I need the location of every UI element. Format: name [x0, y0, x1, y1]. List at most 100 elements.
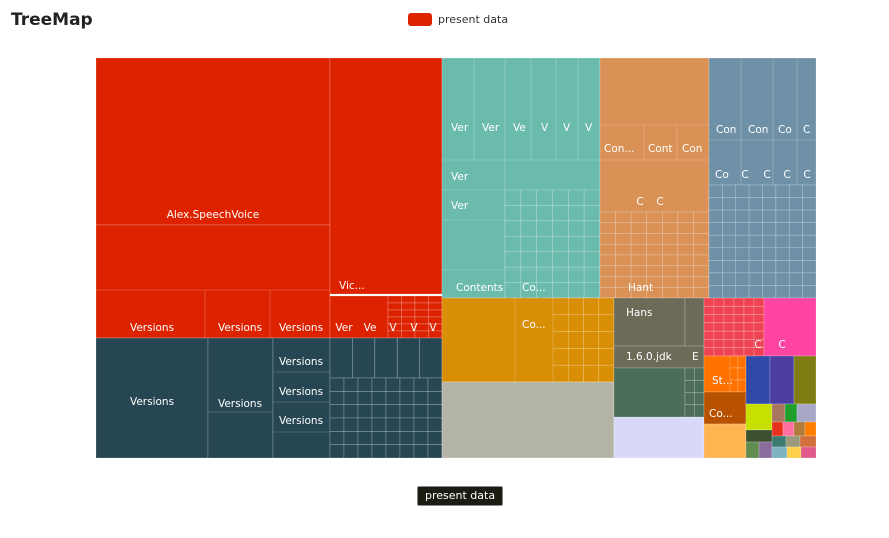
treemap-cell-teal[interactable] — [552, 205, 569, 222]
treemap-cell-pinkred[interactable] — [733, 330, 745, 340]
treemap-cell-orange[interactable] — [737, 367, 747, 381]
treemap-cell-steel[interactable] — [708, 222, 723, 236]
treemap-cell-tan[interactable] — [693, 265, 710, 277]
treemap-cell-teal[interactable] — [552, 266, 569, 283]
treemap-cell-teal[interactable] — [583, 251, 601, 268]
treemap-cell-steel[interactable] — [762, 197, 777, 211]
treemap-cell-slate[interactable] — [357, 417, 373, 432]
treemap-cell-olive[interactable] — [613, 297, 686, 347]
treemap-cell-pinkred[interactable] — [753, 322, 765, 332]
treemap-cell-misc[interactable] — [793, 421, 806, 437]
treemap-cell-teal[interactable] — [583, 282, 601, 299]
treemap-cell-slate[interactable] — [272, 337, 331, 459]
treemap-cell-tan[interactable] — [677, 233, 694, 245]
treemap-cell-steel[interactable] — [775, 209, 790, 223]
treemap-cell-steel[interactable] — [722, 247, 737, 261]
treemap-cell-tan[interactable] — [599, 286, 616, 299]
treemap-cell-amber[interactable] — [583, 297, 600, 316]
treemap-cell-misc[interactable] — [771, 446, 788, 459]
treemap-cell-slate[interactable] — [413, 391, 429, 405]
treemap-cell-tan[interactable] — [677, 222, 694, 234]
treemap-cell-pinkred[interactable] — [703, 305, 715, 315]
treemap-cell-pinkred[interactable] — [703, 347, 715, 357]
treemap-cell-steel[interactable] — [735, 209, 750, 223]
treemap-cell-orange[interactable] — [729, 355, 739, 369]
treemap-cell-misc[interactable] — [784, 403, 798, 423]
treemap-cell-steel[interactable] — [722, 184, 737, 198]
treemap-cell-tan[interactable] — [677, 286, 694, 299]
treemap-cell-misc[interactable] — [769, 355, 795, 405]
treemap-cell-amber[interactable] — [552, 331, 569, 349]
treemap-cell-steel[interactable] — [722, 272, 737, 286]
treemap-cell-slate[interactable] — [343, 431, 359, 445]
treemap-cell-teal[interactable] — [583, 220, 601, 237]
treemap-cell-slate[interactable] — [357, 444, 373, 459]
treemap-cell-teal[interactable] — [520, 189, 537, 206]
treemap-cell-steel[interactable] — [735, 272, 750, 286]
treemap-cell-steel[interactable] — [762, 209, 777, 223]
treemap-cell-slate[interactable] — [357, 391, 373, 405]
treemap-cell-steel[interactable] — [788, 197, 803, 211]
treemap-cell-slate[interactable] — [343, 444, 359, 459]
treemap-cell-steel[interactable] — [748, 247, 763, 261]
treemap-cell-tan[interactable] — [646, 222, 663, 234]
treemap-cell-teal[interactable] — [504, 266, 522, 283]
treemap-cell-slate[interactable] — [371, 444, 387, 459]
treemap-cell-forest[interactable] — [694, 392, 705, 406]
treemap-cell-amber[interactable] — [583, 331, 600, 349]
treemap-cell-teal[interactable] — [583, 189, 601, 206]
treemap-cell-red[interactable] — [428, 309, 443, 318]
treemap-cell-amber[interactable] — [583, 314, 600, 332]
treemap-cell-misc[interactable] — [745, 429, 773, 443]
treemap-cell-pinkred[interactable] — [723, 347, 735, 357]
treemap-cell-misc[interactable] — [771, 435, 787, 448]
treemap-cell-lavender[interactable] — [613, 416, 705, 459]
treemap-cell-slate[interactable] — [329, 377, 345, 392]
treemap-cell-slate[interactable] — [399, 404, 415, 419]
treemap-cell-slate[interactable] — [427, 377, 443, 392]
treemap-cell-tan[interactable] — [646, 211, 663, 224]
treemap-cell-pinkred[interactable] — [733, 314, 745, 324]
treemap-cell-teal[interactable] — [568, 251, 585, 268]
treemap-cell-orange[interactable] — [737, 355, 747, 369]
treemap-cell-red[interactable] — [428, 295, 443, 304]
treemap-cell-tan[interactable] — [599, 265, 616, 277]
treemap-cell-slate[interactable] — [427, 404, 443, 419]
treemap-cell-teal[interactable] — [552, 220, 569, 237]
treemap-cell-tan[interactable] — [630, 222, 648, 234]
treemap-cell-slate[interactable] — [385, 391, 401, 405]
treemap-cell-amber[interactable] — [552, 297, 569, 316]
treemap-cell-teal[interactable] — [568, 220, 585, 237]
treemap-cell-teal[interactable] — [552, 189, 569, 206]
treemap-cell-amber[interactable] — [567, 297, 584, 316]
treemap-cell-misc[interactable] — [745, 355, 771, 405]
treemap-cell-pinkred[interactable] — [713, 322, 725, 332]
treemap-cell-pinkred[interactable] — [723, 297, 735, 307]
treemap-cell-pinkred[interactable] — [733, 322, 745, 332]
treemap-cell-pinkred[interactable] — [743, 330, 755, 340]
treemap-cell-steel[interactable] — [722, 197, 737, 211]
treemap-cell-slate[interactable] — [343, 391, 359, 405]
treemap-cell-pinkred[interactable] — [713, 305, 725, 315]
treemap-cell-steel[interactable] — [775, 197, 790, 211]
treemap-cell-teal[interactable] — [536, 189, 553, 206]
treemap-cell-pinkred[interactable] — [733, 297, 745, 307]
treemap-cell-misc[interactable] — [799, 435, 817, 448]
treemap-cell-pinkred[interactable] — [703, 322, 715, 332]
treemap-cell-tan[interactable] — [599, 211, 616, 224]
treemap-cell-tan[interactable] — [661, 265, 679, 277]
treemap-cell-red[interactable] — [401, 309, 416, 318]
treemap-cell-slate[interactable] — [374, 337, 398, 379]
treemap-cell-pinkred[interactable] — [713, 339, 725, 349]
treemap-cell-steel[interactable] — [802, 184, 817, 198]
treemap-cell-tan[interactable] — [599, 276, 616, 288]
treemap-cell-slate[interactable] — [343, 377, 359, 392]
treemap-cell-steel[interactable] — [708, 272, 723, 286]
treemap-cell-teal[interactable] — [568, 189, 585, 206]
treemap-cell-tan[interactable] — [615, 254, 632, 267]
treemap-cell-teal[interactable] — [536, 251, 553, 268]
treemap-cell-slate[interactable] — [399, 417, 415, 432]
treemap-cell-tan[interactable] — [677, 265, 694, 277]
treemap-cell-tan[interactable] — [630, 265, 648, 277]
